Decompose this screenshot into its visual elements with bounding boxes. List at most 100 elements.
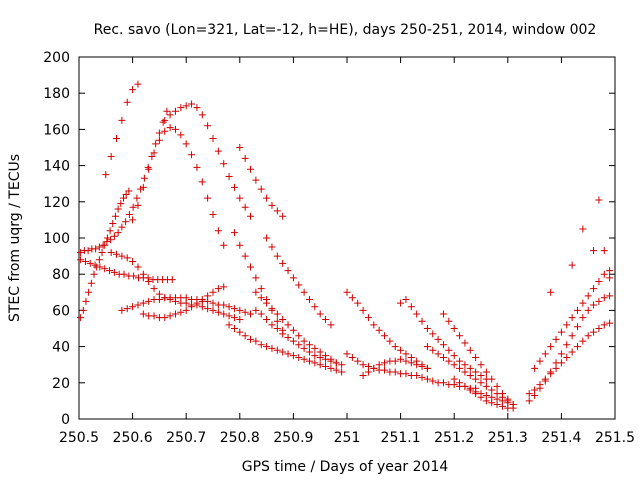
y-tick-label: 0 xyxy=(61,412,70,428)
data-point xyxy=(568,332,576,340)
data-point xyxy=(155,296,163,304)
data-point xyxy=(247,165,255,173)
data-point xyxy=(407,359,415,367)
data-point xyxy=(247,212,255,220)
data-point xyxy=(252,288,260,296)
data-point xyxy=(418,317,426,325)
data-point xyxy=(225,303,233,311)
data-point xyxy=(109,220,117,228)
data-point xyxy=(106,227,114,235)
data-point xyxy=(289,326,297,334)
data-point xyxy=(214,227,222,235)
data-point xyxy=(381,366,389,374)
data-point xyxy=(316,353,324,361)
data-point xyxy=(204,194,212,202)
data-point xyxy=(82,297,90,305)
data-point xyxy=(188,151,196,159)
data-point xyxy=(166,111,174,119)
data-point xyxy=(375,326,383,334)
data-point xyxy=(103,238,111,246)
data-point xyxy=(343,350,351,358)
data-point xyxy=(381,332,389,340)
data-point xyxy=(230,305,238,313)
data-points xyxy=(77,80,614,412)
data-point xyxy=(456,364,464,372)
data-point xyxy=(273,325,281,332)
y-tick-labels: 0 20 40 60 80 100 120 140 160 180 200 xyxy=(43,50,70,428)
data-point xyxy=(402,296,410,304)
data-point xyxy=(343,288,351,296)
data-point xyxy=(263,194,271,202)
data-point xyxy=(541,350,549,358)
data-point xyxy=(134,80,142,88)
data-point xyxy=(230,325,238,332)
data-point xyxy=(466,346,474,354)
data-point xyxy=(606,274,614,282)
data-point xyxy=(531,386,539,394)
data-point xyxy=(123,254,131,262)
data-point xyxy=(129,86,137,94)
data-point xyxy=(119,194,127,202)
data-point xyxy=(552,364,560,372)
data-point xyxy=(214,147,222,155)
data-point xyxy=(145,297,153,305)
data-point xyxy=(477,361,485,369)
data-point xyxy=(139,270,147,278)
data-point xyxy=(120,270,128,278)
data-point xyxy=(563,321,571,329)
data-point xyxy=(241,203,249,211)
data-point xyxy=(305,357,313,365)
data-point xyxy=(107,236,115,244)
data-point xyxy=(348,353,356,361)
data-point xyxy=(590,301,598,309)
data-point xyxy=(145,165,153,173)
data-point xyxy=(289,352,297,360)
data-point xyxy=(92,245,100,253)
data-point xyxy=(439,341,447,349)
data-point xyxy=(300,344,308,352)
data-point xyxy=(247,335,255,343)
data-point xyxy=(429,377,437,385)
data-point xyxy=(595,325,603,332)
data-point xyxy=(397,299,405,307)
data-point xyxy=(547,288,555,296)
data-point xyxy=(166,124,174,132)
x-tick-label: 251 xyxy=(334,430,361,446)
data-point xyxy=(531,364,539,372)
data-point xyxy=(209,134,217,142)
data-point xyxy=(557,359,565,367)
data-point xyxy=(466,364,474,372)
data-point xyxy=(295,281,303,289)
data-point xyxy=(79,306,87,314)
data-point xyxy=(472,368,480,376)
data-point xyxy=(332,359,340,367)
data-point xyxy=(354,357,362,365)
data-point xyxy=(95,243,103,251)
data-point xyxy=(305,341,313,349)
data-point xyxy=(193,104,201,112)
data-point xyxy=(236,306,244,314)
data-point xyxy=(111,212,119,220)
data-point xyxy=(439,310,447,318)
x-tick-label: 251.4 xyxy=(541,430,581,446)
data-point xyxy=(148,153,156,161)
data-point xyxy=(568,314,576,322)
data-point xyxy=(225,321,233,329)
x-tick-label: 250.5 xyxy=(59,430,99,446)
data-point xyxy=(123,98,131,106)
data-point xyxy=(103,234,111,242)
data-point xyxy=(129,303,137,311)
data-point xyxy=(252,337,260,345)
data-point xyxy=(236,241,244,249)
data-point xyxy=(236,328,244,336)
data-point xyxy=(113,134,121,142)
data-point xyxy=(418,373,426,381)
data-point xyxy=(106,267,114,275)
data-point xyxy=(230,183,238,191)
data-point xyxy=(90,270,98,278)
data-point xyxy=(391,343,399,351)
data-point xyxy=(125,187,133,195)
data-point xyxy=(252,274,260,282)
data-point xyxy=(573,306,581,314)
